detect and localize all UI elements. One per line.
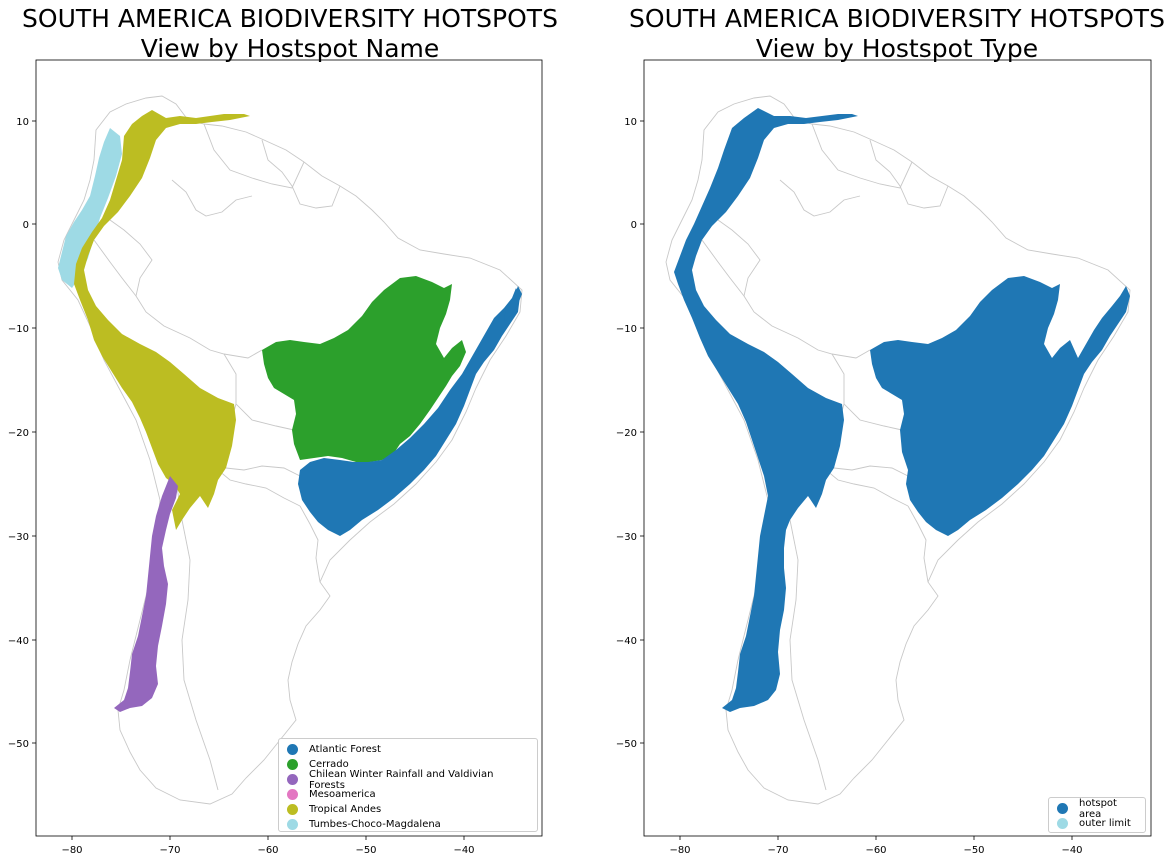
legend-label: Tropical Andes bbox=[309, 804, 382, 815]
right-title-line2: View by Hostspot Type bbox=[755, 34, 1039, 63]
x-tick-label: −60 bbox=[865, 845, 886, 856]
hotspot-polygons bbox=[58, 110, 522, 712]
right-legend-entry: hotspot area bbox=[1057, 798, 1137, 820]
legend-marker bbox=[287, 789, 298, 800]
right-axes-frame bbox=[643, 59, 1152, 837]
y-tick-label: 10 bbox=[16, 117, 29, 128]
x-tick-label: −50 bbox=[963, 845, 984, 856]
left-x-ticks: −80 −70 −60 −50 −40 bbox=[61, 836, 475, 856]
legend-label: outer limit bbox=[1079, 818, 1131, 829]
left-legend-entry: Tropical Andes bbox=[287, 802, 529, 817]
left-legend-entry: Mesoamerica bbox=[287, 787, 529, 802]
country-borders bbox=[57, 95, 523, 805]
left-map-panel: SOUTH AMERICA BIODIVERSITY HOTSPOTS View… bbox=[0, 0, 586, 861]
legend-label: Tumbes-Choco-Magdalena bbox=[309, 819, 441, 830]
y-tick-label: −10 bbox=[8, 324, 29, 335]
hotspot-polygons bbox=[674, 108, 1130, 712]
legend-label: Chilean Winter Rainfall and Valdivian Fo… bbox=[309, 768, 494, 791]
y-tick-label: −50 bbox=[616, 739, 637, 750]
hotspot-atlantic-ne bbox=[504, 286, 522, 322]
x-tick-label: −60 bbox=[257, 845, 278, 856]
country-border-line bbox=[57, 95, 523, 805]
y-tick-label: −30 bbox=[616, 532, 637, 543]
country-border-line bbox=[171, 179, 253, 217]
y-tick-label: 0 bbox=[23, 220, 29, 231]
x-tick-label: −40 bbox=[453, 845, 474, 856]
legend-label: hotspot area bbox=[1079, 797, 1117, 820]
legend-marker bbox=[1057, 803, 1068, 814]
left-legend-entry: Atlantic Forest bbox=[287, 742, 529, 757]
hotspot-chilean bbox=[114, 476, 178, 712]
left-axes-frame bbox=[35, 59, 543, 837]
left-map-axes: −80 −70 −60 −50 −40 10 0 −10 −20 −30 −40 −50 bbox=[8, 59, 543, 856]
country-border-line bbox=[811, 123, 913, 189]
y-tick-label: 0 bbox=[631, 220, 637, 231]
y-tick-label: 10 bbox=[624, 117, 637, 128]
left-legend-entry: Chilean Winter Rainfall and Valdivian Fo… bbox=[287, 769, 529, 791]
legend-marker bbox=[287, 759, 298, 770]
y-tick-label: −30 bbox=[8, 532, 29, 543]
y-tick-label: −20 bbox=[616, 428, 637, 439]
legend-label: Mesoamerica bbox=[309, 789, 376, 800]
country-border-line bbox=[783, 479, 827, 791]
country-borders bbox=[665, 95, 1131, 805]
legend-marker bbox=[287, 804, 298, 815]
left-title-line2: View by Hostspot Name bbox=[140, 34, 440, 63]
left-legend-entry: Tumbes-Choco-Magdalena bbox=[287, 817, 529, 832]
legend-label: Atlantic Forest bbox=[309, 744, 381, 755]
y-tick-label: −20 bbox=[8, 428, 29, 439]
right-map-panel: SOUTH AMERICA BIODIVERSITY HOTSPOTS View… bbox=[586, 0, 1173, 861]
right-legend-entry: outer limit bbox=[1057, 816, 1137, 831]
x-tick-label: −80 bbox=[669, 845, 690, 856]
x-tick-label: −40 bbox=[1061, 845, 1082, 856]
right-y-ticks: 10 0 −10 −20 −30 −40 −50 bbox=[616, 117, 644, 750]
x-tick-label: −50 bbox=[355, 845, 376, 856]
right-title-line1: SOUTH AMERICA BIODIVERSITY HOTSPOTS bbox=[629, 4, 1165, 33]
y-tick-label: −50 bbox=[8, 739, 29, 750]
country-border-line bbox=[175, 479, 219, 791]
x-tick-label: −70 bbox=[767, 845, 788, 856]
legend-marker bbox=[287, 744, 298, 755]
country-border-line bbox=[831, 353, 903, 431]
left-title: SOUTH AMERICA BIODIVERSITY HOTSPOTS View… bbox=[0, 4, 580, 64]
hotspot-tropical-andes bbox=[74, 110, 250, 530]
left-y-ticks: 10 0 −10 −20 −30 −40 −50 bbox=[8, 117, 36, 750]
country-border-line bbox=[717, 219, 871, 359]
hotspot-area-andes bbox=[674, 108, 858, 712]
country-border-line bbox=[701, 239, 745, 297]
country-border-line bbox=[665, 95, 1131, 805]
x-tick-label: −80 bbox=[61, 845, 82, 856]
country-border-line bbox=[109, 219, 263, 359]
legend-label: Cerrado bbox=[309, 759, 349, 770]
hotspot-cerrado bbox=[262, 276, 466, 462]
legend-marker bbox=[287, 819, 298, 830]
country-border-line bbox=[299, 505, 321, 583]
country-border-line bbox=[203, 123, 305, 189]
legend-marker bbox=[1057, 818, 1068, 829]
country-border-line bbox=[223, 353, 295, 431]
country-border-line bbox=[869, 139, 949, 209]
left-title-line1: SOUTH AMERICA BIODIVERSITY HOTSPOTS bbox=[22, 4, 558, 33]
right-x-ticks: −80 −70 −60 −50 −40 bbox=[669, 836, 1083, 856]
left-legend-entry: Cerrado bbox=[287, 757, 529, 772]
legend-marker bbox=[287, 774, 298, 785]
right-map-axes: −80 −70 −60 −50 −40 10 0 −10 −20 −30 −40 −50 bbox=[616, 59, 1152, 856]
country-border-line bbox=[261, 139, 341, 209]
country-border-line bbox=[907, 505, 929, 583]
right-legend: hotspot area outer limit bbox=[1048, 797, 1146, 833]
y-tick-label: −40 bbox=[8, 636, 29, 647]
hotspot-area-brazil bbox=[870, 276, 1130, 536]
country-border-line bbox=[833, 465, 909, 477]
country-border-line bbox=[779, 179, 861, 217]
left-legend: Atlantic Forest Cerrado Chilean Winter Rai… bbox=[278, 738, 538, 832]
y-tick-label: −10 bbox=[616, 324, 637, 335]
x-tick-label: −70 bbox=[159, 845, 180, 856]
country-border-line bbox=[225, 465, 301, 477]
country-border-line bbox=[93, 239, 137, 297]
hotspot-tumbes-choco bbox=[58, 128, 122, 288]
hotspot-atlantic bbox=[298, 288, 520, 536]
right-title: SOUTH AMERICA BIODIVERSITY HOTSPOTS View… bbox=[586, 4, 1173, 64]
y-tick-label: −40 bbox=[616, 636, 637, 647]
